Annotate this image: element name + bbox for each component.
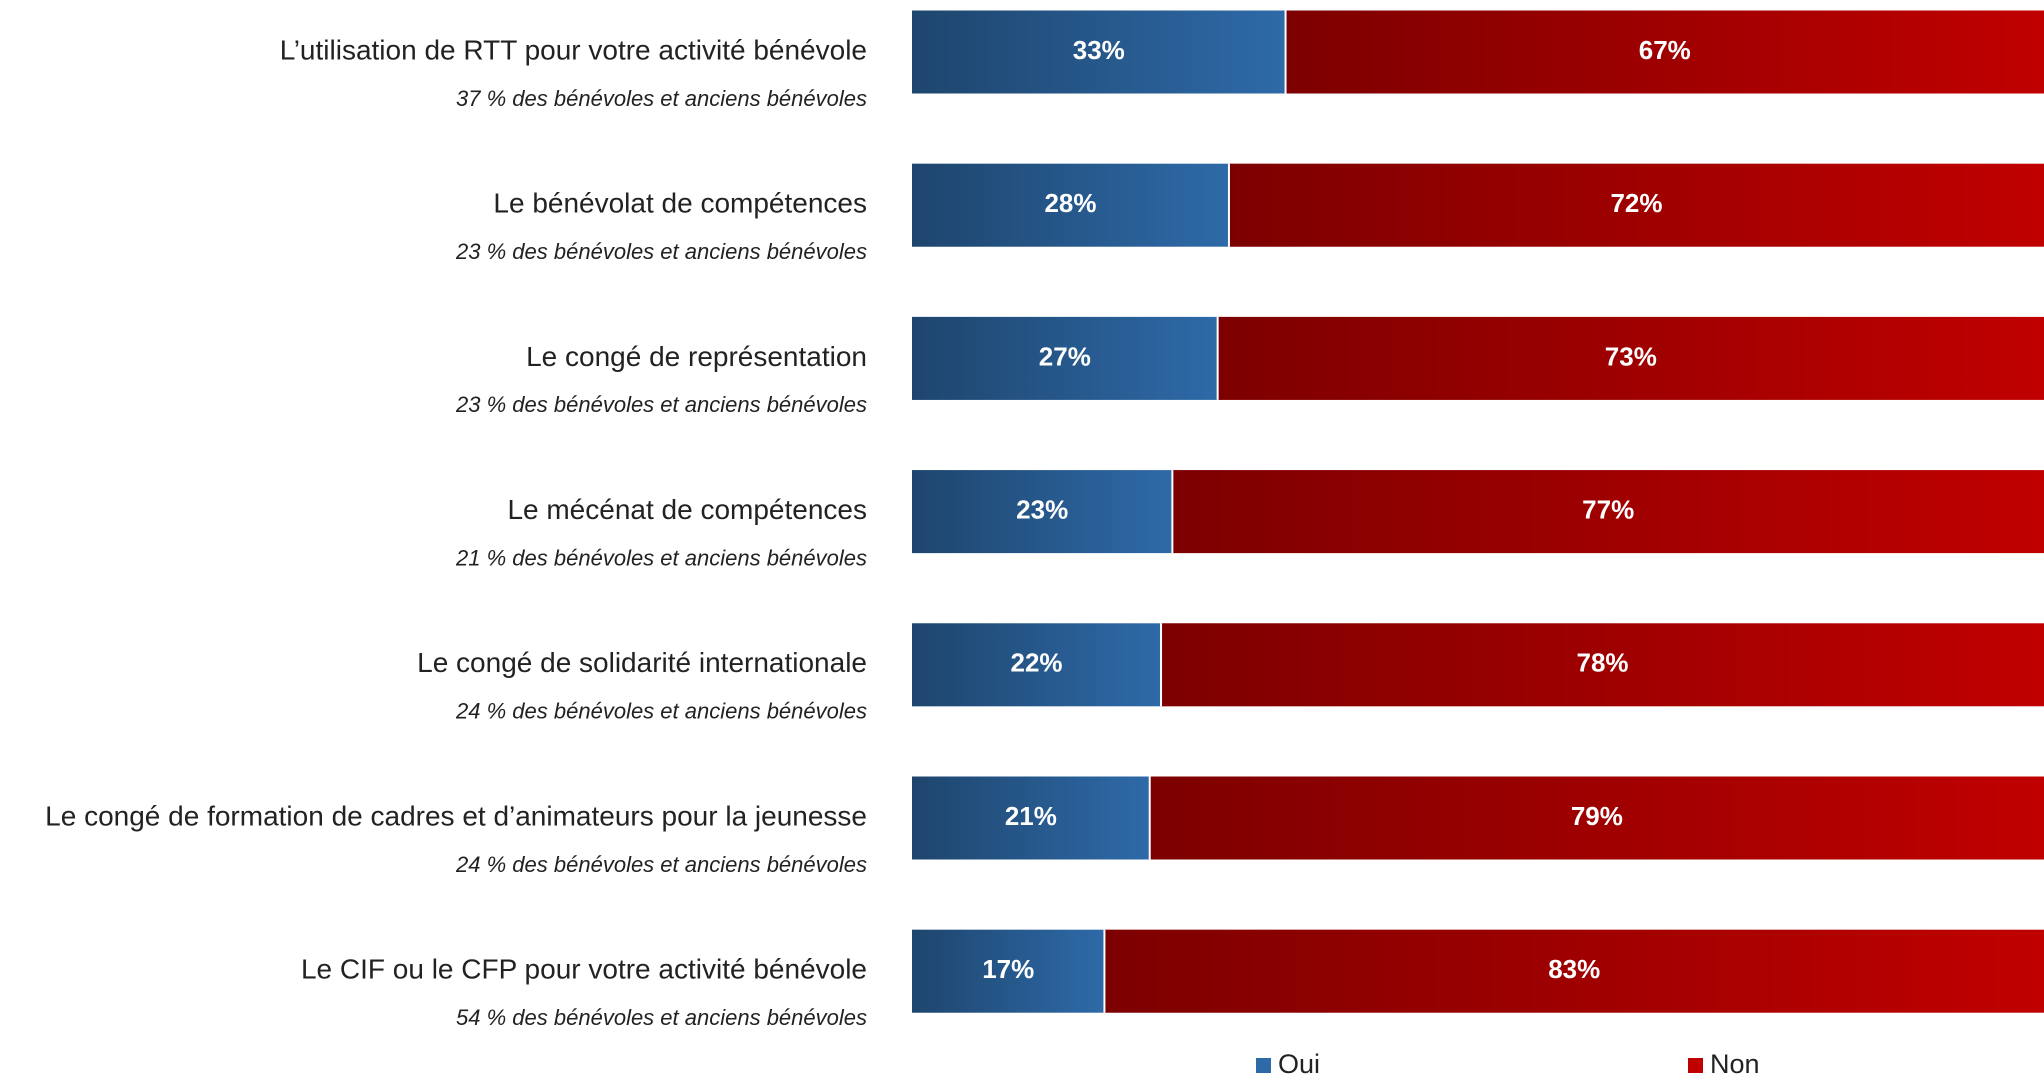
bar-shade [912, 929, 1105, 1013]
category-sublabel: 24 % des bénévoles et anciens bénévoles [455, 699, 867, 724]
bar-shade [1285, 10, 2044, 94]
value-label: 27% [1039, 341, 1091, 371]
category-sublabel: 37 % des bénévoles et anciens bénévoles [456, 86, 867, 111]
bar-shade [912, 470, 1173, 554]
category-sublabel: 21 % des bénévoles et anciens bénévoles [455, 545, 867, 570]
category-label: L’utilisation de RTT pour votre activité… [280, 34, 867, 65]
value-label: 21% [1005, 801, 1057, 831]
value-label: 78% [1576, 648, 1628, 678]
bar-shade [1149, 776, 2044, 860]
category-sublabel: 54 % des bénévoles et anciens bénévoles [456, 1005, 867, 1030]
bar-shade [1217, 316, 2044, 400]
bar-shade [912, 163, 1229, 247]
category-sublabel: 23 % des bénévoles et anciens bénévoles [455, 392, 867, 417]
bar-shade [912, 316, 1218, 400]
value-label: 22% [1010, 648, 1062, 678]
bar-shade [912, 623, 1162, 707]
bar-shade [1161, 623, 2044, 707]
bar-shade [912, 10, 1286, 94]
category-sublabel: 24 % des bénévoles et anciens bénévoles [455, 852, 867, 877]
category-label: Le congé de solidarité internationale [417, 647, 867, 678]
value-label: 77% [1582, 494, 1634, 524]
value-label: 17% [982, 954, 1034, 984]
category-label: Le mécénat de compétences [507, 494, 867, 525]
category-label: Le CIF ou le CFP pour votre activité bén… [301, 954, 867, 985]
value-label: 73% [1605, 341, 1657, 371]
legend-label: Non [1710, 1049, 1760, 1079]
category-label: Le bénévolat de compétences [493, 188, 867, 219]
bar-shade [1104, 929, 2044, 1013]
value-label: 28% [1044, 188, 1096, 218]
bar-shade [1228, 163, 2044, 247]
value-label: 72% [1610, 188, 1662, 218]
value-label: 67% [1639, 35, 1691, 65]
category-label: Le congé de représentation [526, 341, 867, 372]
value-label: 33% [1073, 35, 1125, 65]
value-label: 23% [1016, 494, 1068, 524]
category-sublabel: 23 % des bénévoles et anciens bénévoles [455, 239, 867, 264]
category-label: Le congé de formation de cadres et d’ani… [45, 800, 867, 831]
value-label: 83% [1548, 954, 1600, 984]
bar-shade [1172, 470, 2044, 554]
legend-label: Oui [1278, 1049, 1320, 1079]
legend-swatch [1256, 1058, 1271, 1073]
bar-shade [912, 776, 1150, 860]
legend-swatch [1688, 1058, 1703, 1073]
value-label: 79% [1571, 801, 1623, 831]
